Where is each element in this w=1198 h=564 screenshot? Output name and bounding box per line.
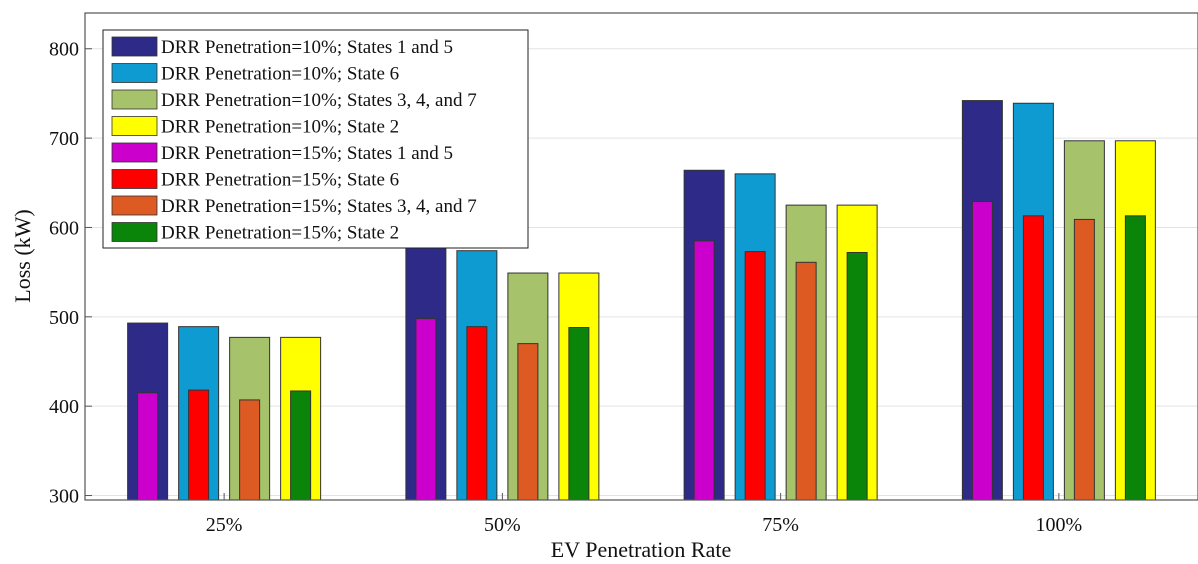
- legend-label: DRR Penetration=10%; State 2: [161, 117, 399, 138]
- legend-label: DRR Penetration=10%; States 1 and 5: [161, 37, 453, 58]
- bar-15pct-series-1: [971, 201, 993, 501]
- legend-label: DRR Penetration=10%; States 3, 4, and 7: [161, 90, 477, 111]
- bar-15pct-series-3: [1073, 218, 1095, 501]
- legend: DRR Penetration=10%; States 1 and 5 DRR P…: [102, 29, 529, 249]
- legend-label: DRR Penetration=15%; States 3, 4, and 7: [161, 196, 477, 217]
- bar-15pct-series-4: [290, 390, 312, 501]
- y-tick-label: 600: [49, 217, 79, 239]
- legend-swatch: [111, 222, 158, 242]
- bar-15pct-series-2: [466, 326, 488, 501]
- bar-15pct-series-2: [744, 251, 766, 501]
- legend-swatch: [111, 116, 158, 136]
- bar-15pct-series-2: [1022, 215, 1044, 501]
- legend-swatch: [111, 36, 158, 57]
- bar-15pct-series-2: [188, 389, 210, 501]
- legend-swatch: [111, 89, 158, 110]
- legend-swatch: [111, 63, 158, 83]
- bar-15pct-series-4: [568, 327, 590, 501]
- x-axis-ticks: 25% 50% 75% 100%: [206, 493, 1082, 536]
- bar-15pct-series-3: [239, 399, 261, 501]
- legend-swatch: [111, 169, 158, 189]
- bar-15pct-series-1: [137, 392, 159, 501]
- legend-box: [102, 29, 529, 249]
- legend-label: DRR Penetration=15%; State 6: [161, 170, 399, 191]
- x-tick-label: 100%: [1036, 514, 1083, 536]
- bar-15pct-series-4: [1124, 215, 1146, 501]
- x-tick-label: 25%: [206, 514, 243, 536]
- legend-swatch: [111, 142, 158, 163]
- x-tick-label: 75%: [762, 514, 799, 536]
- legend-label: DRR Penetration=10%; State 6: [161, 64, 399, 85]
- x-axis-label: EV Penetration Rate: [551, 537, 731, 562]
- y-tick-label: 400: [49, 396, 79, 418]
- bar-15pct-series-3: [517, 343, 539, 501]
- plot-area-frame: [84, 12, 1198, 501]
- y-tick-label: 300: [49, 486, 79, 508]
- legend-swatch: [111, 195, 158, 216]
- bar-15pct-series-3: [795, 261, 817, 501]
- bar-15pct-series-4: [846, 251, 868, 501]
- y-tick-label: 800: [49, 39, 79, 61]
- y-tick-label: 500: [49, 307, 79, 329]
- y-axis-label: Loss (kW): [10, 209, 35, 302]
- x-tick-label: 50%: [484, 514, 521, 536]
- y-tick-label: 700: [49, 128, 79, 150]
- legend-label: DRR Penetration=15%; States 1 and 5: [161, 143, 453, 164]
- bar-15pct-series-1: [415, 318, 437, 501]
- legend-label: DRR Penetration=15%; State 2: [161, 223, 399, 244]
- bar-15pct-series-1: [693, 240, 715, 501]
- y-axis-ticks: 300 400 500 600 700 800: [49, 39, 92, 508]
